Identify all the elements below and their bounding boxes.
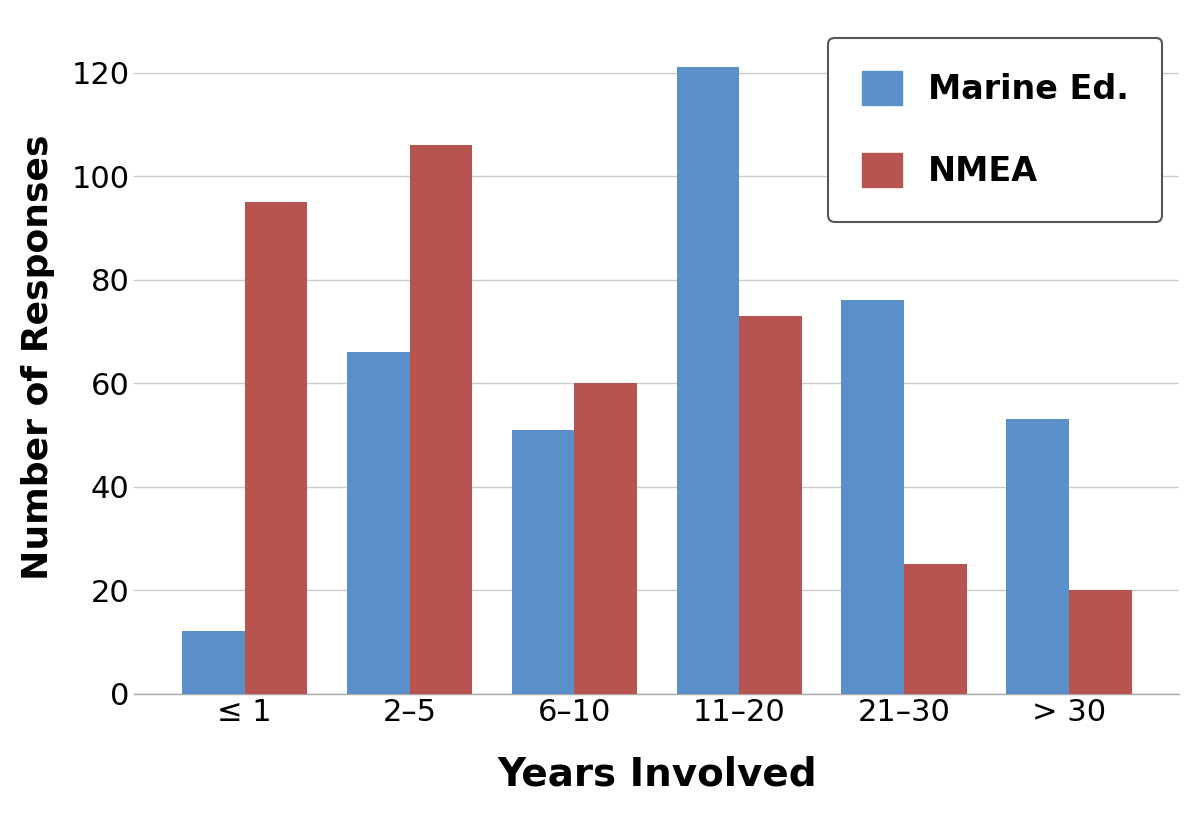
Legend: Marine Ed., NMEA: Marine Ed., NMEA: [828, 37, 1163, 221]
Bar: [739, 316, 802, 694]
Bar: [841, 300, 904, 694]
Bar: [904, 564, 967, 694]
Bar: [511, 430, 575, 694]
Bar: [347, 352, 409, 694]
Bar: [575, 383, 637, 694]
Bar: [1007, 419, 1069, 694]
Bar: [182, 632, 245, 694]
Bar: [409, 145, 472, 694]
Bar: [245, 202, 307, 694]
Y-axis label: Number of Responses: Number of Responses: [20, 134, 55, 580]
Bar: [677, 68, 739, 694]
Bar: [1069, 590, 1132, 694]
X-axis label: Years Involved: Years Involved: [497, 755, 817, 793]
